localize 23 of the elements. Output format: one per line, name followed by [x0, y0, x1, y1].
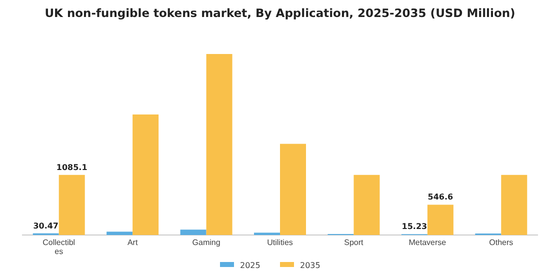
bar — [206, 54, 232, 235]
x-tick-label: Others — [489, 238, 514, 248]
x-tick-label: Utilities — [267, 238, 293, 248]
legend-label: 2035 — [300, 261, 320, 270]
data-label: 15.23 — [402, 222, 428, 232]
bar — [106, 232, 133, 235]
bar — [132, 114, 159, 235]
data-label: 546.6 — [428, 192, 454, 202]
x-tick-label: Metaverse — [408, 238, 447, 248]
legend-label: 2025 — [240, 261, 260, 270]
bar — [280, 144, 306, 235]
x-tick-label: Collectibles — [42, 238, 76, 256]
chart-title: UK non-fungible tokens market, By Application, 2025-2035 (USD Million) — [44, 6, 516, 20]
x-tick-label: Gaming — [192, 238, 220, 248]
bar — [501, 174, 528, 235]
bar — [58, 174, 85, 235]
data-label: 30.47 — [33, 221, 59, 230]
bar — [180, 230, 206, 235]
data-label: 1085.1 — [56, 162, 88, 172]
bar — [354, 174, 380, 235]
x-tick-label: Art — [127, 238, 138, 248]
bar — [427, 204, 454, 235]
x-tick-label: Sport — [344, 238, 364, 248]
